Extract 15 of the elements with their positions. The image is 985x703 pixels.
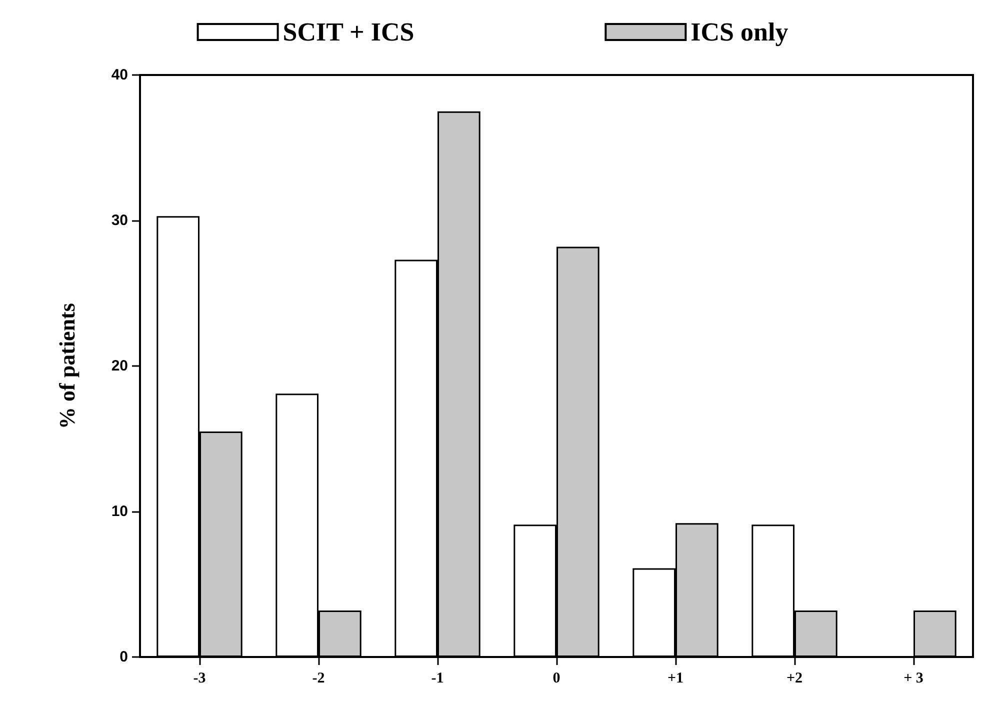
- x-tick-label: +2: [786, 670, 803, 686]
- x-tick-label: -3: [193, 670, 206, 686]
- legend-label: ICS only: [690, 18, 788, 46]
- y-tick-label: 20: [111, 358, 128, 374]
- x-tick-label: +1: [667, 670, 684, 686]
- legend-label: SCIT + ICS: [282, 18, 414, 46]
- y-axis-title: % of patients: [54, 302, 80, 429]
- y-tick-label: 10: [111, 503, 128, 520]
- x-tick-label: 0: [552, 670, 560, 686]
- y-tick-label: 0: [120, 648, 128, 666]
- y-tick-label: 40: [111, 66, 128, 84]
- x-tick-label: -2: [312, 670, 325, 686]
- x-tick-label: -1: [431, 670, 444, 686]
- y-tick-label: 30: [111, 212, 128, 229]
- x-tick-label: + 3: [904, 670, 924, 686]
